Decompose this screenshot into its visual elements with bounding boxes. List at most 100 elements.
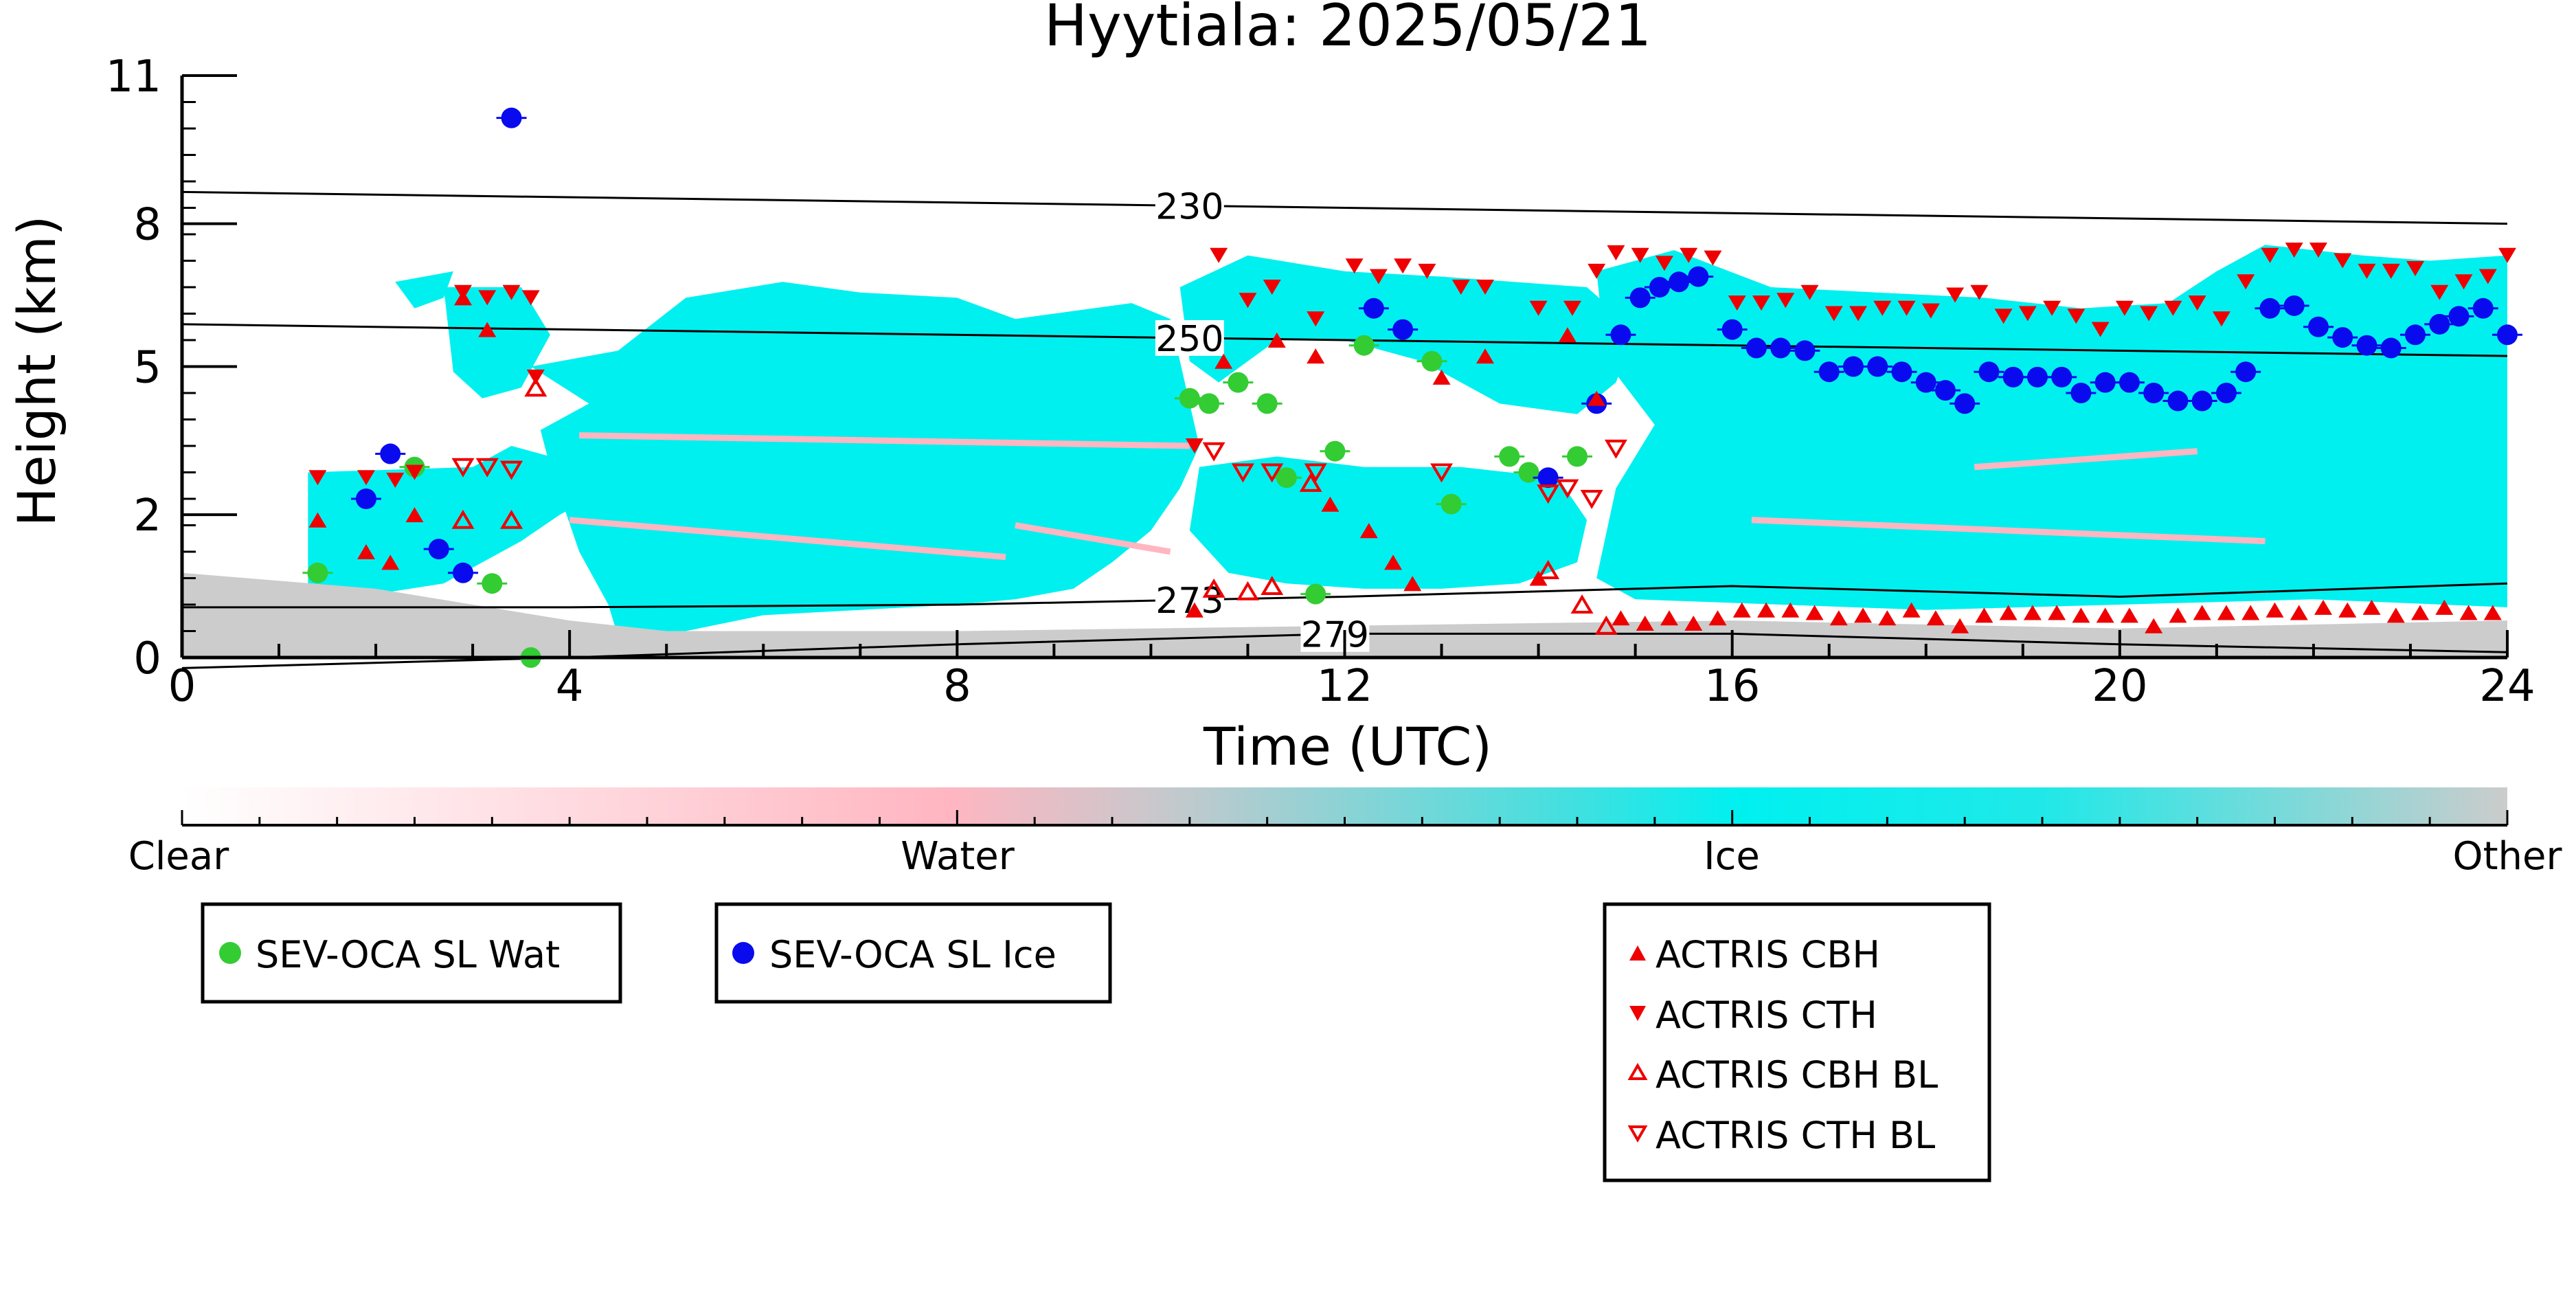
cloud-ice-region: [530, 282, 1199, 637]
colorbar-label-ice: Ice: [1704, 834, 1760, 879]
marker-actris-cth-bl: [1556, 479, 1579, 499]
marker-actris-cth: [1369, 269, 1388, 284]
marker-sev-oca-sl-ice: [2002, 366, 2024, 388]
marker-actris-cbh: [2023, 605, 2042, 620]
marker-actris-cbh: [2193, 605, 2211, 620]
marker-actris-cbh: [2120, 607, 2138, 623]
marker-actris-cth-bl: [1202, 442, 1225, 462]
marker-actris-cth: [2382, 263, 2400, 279]
marker-actris-cth: [1824, 306, 1843, 322]
other-region: [182, 572, 2507, 658]
marker-actris-cth: [1970, 284, 1989, 300]
marker-sev-oca-sl-ice: [1891, 361, 1912, 383]
marker-sev-oca-sl-ice: [1363, 298, 1384, 319]
marker-actris-cth: [308, 470, 327, 486]
marker-actris-cth: [2115, 300, 2134, 316]
marker-actris-cth: [1263, 280, 1281, 295]
marker-actris-cth: [2309, 243, 2327, 258]
marker-actris-cbh: [2411, 605, 2430, 620]
marker-actris-cth: [1873, 300, 1892, 316]
marker-sev-oca-sl-wat: [1440, 493, 1462, 515]
marker-actris-cth: [2334, 253, 2352, 269]
marker-sev-oca-sl-ice: [1867, 356, 1888, 377]
marker-sev-oca-sl-ice: [2356, 335, 2377, 356]
marker-actris-cbh: [1926, 610, 1945, 626]
marker-actris-cth: [2406, 261, 2425, 277]
marker-actris-cbh: [2048, 605, 2066, 620]
marker-actris-cth: [454, 284, 473, 300]
marker-actris-cth: [1607, 245, 1625, 260]
marker-sev-oca-sl-wat: [1256, 393, 1278, 414]
marker-actris-cbh-bl: [524, 377, 547, 397]
marker-actris-cbh: [2169, 607, 2187, 623]
marker-actris-cth: [1680, 247, 1698, 263]
legend-label-cth: ACTRIS CTH: [1656, 993, 1877, 1037]
marker-actris-cbh: [1732, 602, 1751, 618]
marker-sev-oca-sl-ice: [380, 443, 401, 464]
legend-label-ice: SEV-OCA SL Ice: [769, 933, 1057, 976]
x-tick-label: 12: [1317, 661, 1372, 712]
marker-actris-cbh: [1403, 576, 1422, 592]
marker-actris-cbh: [1854, 607, 1873, 623]
marker-actris-cbh-bl: [1570, 594, 1594, 614]
marker-actris-cbh: [1214, 353, 1233, 369]
isotherm-line: [181, 190, 2508, 225]
marker-actris-cth: [1185, 438, 1204, 453]
marker-actris-cbh: [2483, 605, 2502, 620]
marker-sev-oca-sl-ice: [2259, 298, 2281, 319]
marker-sev-oca-sl-ice: [1794, 340, 1816, 361]
marker-actris-cth: [1451, 280, 1470, 295]
marker-sev-oca-sl-ice: [2472, 298, 2494, 319]
marker-actris-cbh: [2459, 605, 2478, 620]
marker-actris-cth: [2358, 263, 2376, 279]
marker-sev-oca-sl-ice: [1934, 380, 1956, 401]
marker-actris-cth: [478, 290, 497, 306]
marker-actris-cth: [1655, 256, 1673, 271]
marker-sev-oca-sl-wat: [1199, 393, 1220, 414]
isotherm-label-bg: [1155, 319, 1224, 356]
marker-sev-oca-sl-ice: [2191, 390, 2213, 412]
marker-sev-oca-sl-ice: [2307, 316, 2329, 337]
marker-sev-oca-sl-wat: [1324, 440, 1346, 462]
marker-sev-oca-sl-ice: [1915, 372, 1936, 393]
isotherm-label: 279: [1301, 615, 1369, 656]
marker-actris-cth: [2164, 300, 2182, 316]
marker-sev-oca-sl-ice: [1392, 319, 1414, 340]
marker-sev-oca-sl-ice: [2215, 383, 2237, 403]
marker-sev-oca-sl-ice: [1978, 361, 2000, 383]
x-tick-label: 0: [168, 661, 196, 712]
marker-actris-cth: [1588, 263, 1606, 279]
marker-actris-cbh: [2435, 599, 2454, 615]
marker-actris-cth: [1394, 258, 1412, 274]
marker-sev-oca-sl-ice: [1629, 287, 1651, 308]
marker-sev-oca-sl-ice: [501, 107, 522, 128]
marker-actris-cbh: [1829, 610, 1848, 626]
marker-actris-cth-bl: [1261, 463, 1284, 483]
marker-actris-cbh: [1307, 348, 1325, 364]
y-tick-label: 5: [133, 343, 161, 394]
marker-actris-cth-bl: [1430, 463, 1454, 483]
colorbar-label-other: Other: [2452, 834, 2562, 879]
marker-actris-cth: [1418, 263, 1436, 279]
marker-sev-oca-sl-ice: [2332, 327, 2353, 348]
marker-actris-cbh: [1684, 615, 1703, 631]
marker-actris-cth: [1529, 300, 1548, 316]
marker-sev-oca-sl-ice: [2497, 324, 2518, 346]
marker-actris-cth-bl: [1231, 463, 1254, 483]
marker-actris-cbh: [1558, 327, 1577, 343]
marker-actris-cbh: [2338, 602, 2357, 618]
marker-actris-cbh: [308, 512, 327, 528]
marker-sev-oca-sl-ice: [1610, 324, 1631, 346]
legend-box-actris: ACTRIS CBH ACTRIS CTH ACTRIS CBH BL ACTR…: [1603, 902, 1991, 1182]
legend-marker-cbh: [1629, 945, 1646, 961]
marker-actris-cth: [1994, 308, 2013, 324]
marker-sev-oca-sl-wat: [1518, 462, 1539, 483]
marker-sev-oca-sl-wat: [1276, 467, 1297, 489]
marker-actris-cbh: [1588, 390, 1606, 406]
water-streak: [579, 432, 1190, 449]
marker-actris-cth-bl: [500, 460, 523, 480]
marker-sev-oca-sl-wat: [1499, 446, 1520, 467]
marker-actris-cth: [521, 290, 540, 306]
marker-actris-cbh: [1708, 610, 1727, 626]
marker-actris-cbh: [1321, 496, 1340, 512]
